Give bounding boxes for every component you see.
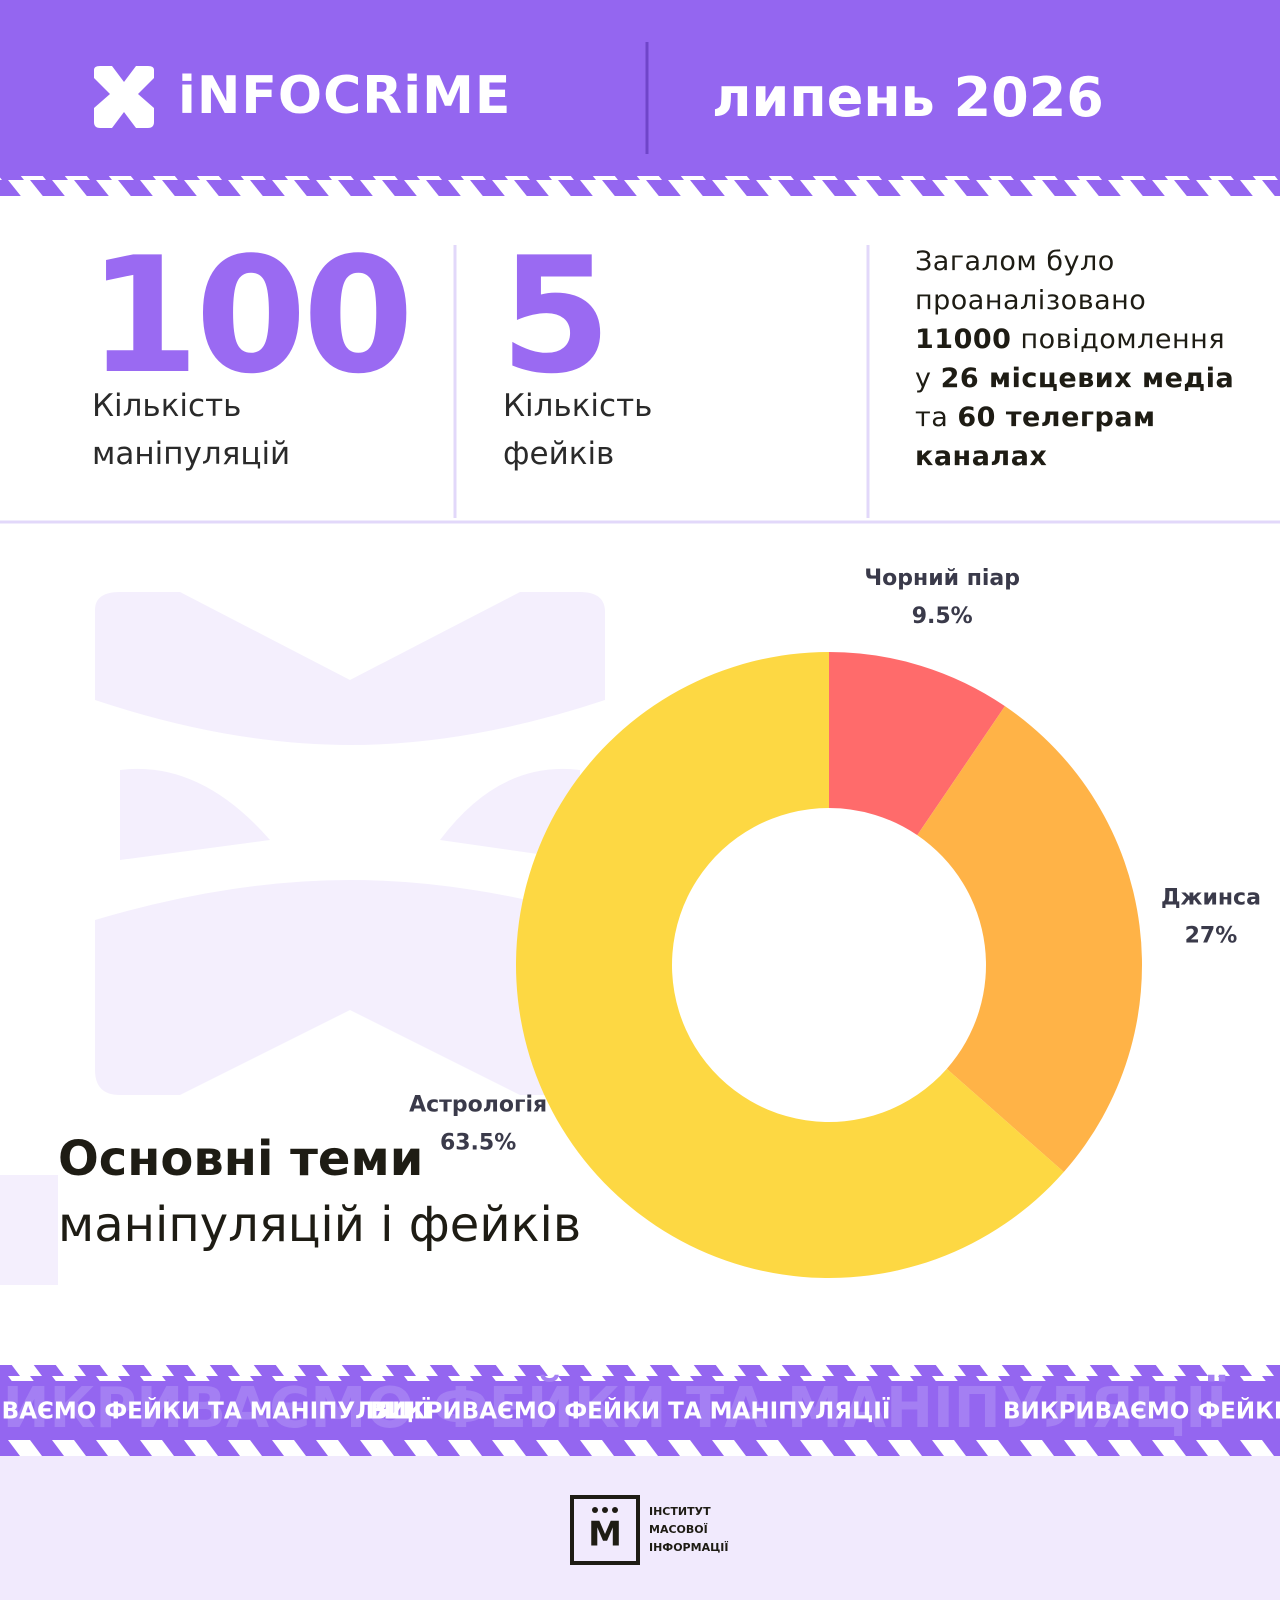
summary: Загалом було проаналізовано 11000 повідо… [915,242,1245,476]
segment-value: 27% [1185,924,1238,949]
logo-icon [94,66,154,128]
segment-value: 9.5% [912,604,973,629]
segment-value: 63.5% [440,1130,516,1155]
summary-number: 60 телеграм каналах [915,402,1156,472]
ticker-stripes [0,1365,1280,1381]
footer-logo-dot [602,1507,608,1513]
summary-number: 26 місцевих медіа [940,363,1235,394]
ticker-text: ВИКРИВАЄМО ФЕЙКИ ТА МАНІПУЛЯЦІЇ [1003,1397,1280,1425]
ticker-band [0,1380,1280,1442]
footer-org: ІНСТИТУТ [649,1505,711,1518]
footer-logo-dot [612,1507,618,1513]
stat-label: Кількість фейків [503,388,653,472]
donut-segment [917,706,1142,1172]
stat-value: 100 [88,222,414,409]
ticker-stripes [0,1440,1280,1456]
segment-label: Чорний піар [864,566,1020,591]
segment-label: Астрологія [409,1092,547,1117]
header-band [0,0,1280,178]
ticker-shadow: ВИКРИВАЄМО ФЕЙКИ ТА МАНІПУЛЯЦІЇ [0,1375,1227,1441]
ticker-text: ВИКРИВАЄМО ФЕЙКИ ТА МАНІПУЛЯЦІЇ [370,1397,890,1425]
summary-text: та [915,402,958,433]
footer-logo-dot [592,1507,598,1513]
stat-label: Кількість маніпуляцій [92,388,291,472]
summary-number: 11000 [915,324,1012,355]
footer-org: МАСОВОЇ [649,1522,708,1536]
segment-label: Джинса [1161,886,1261,911]
stat-value: 5 [500,222,611,409]
header-stripes [0,176,1280,196]
chart-title: Основні теми маніпуляцій і фейків [58,1126,628,1258]
footer-org: ІНФОРМАЦІЇ [649,1540,728,1554]
chart-title-bold: Основні теми [58,1131,424,1187]
donut-segment [829,652,1005,836]
header-date: липень 2026 [712,66,1104,129]
logo-text: iNFOCRiME [178,66,512,126]
donut-chart: Чорний піар 9.5% Джинса 27% Астрологія 63.5% [409,566,1261,1278]
donut-segment [515,652,1064,1278]
summary-text: повідомлення у [915,324,1226,394]
footer-logo-mark: М [588,1515,622,1555]
ticker-text: ВИКРИВАЄМО ФЕЙКИ ТА МАНІПУЛЯЦІЇ [0,1397,430,1425]
footer-logo-box [570,1495,640,1565]
chart-title-regular: маніпуляцій і фейків [58,1197,582,1253]
summary-text: Загалом було проаналізовано [915,246,1147,316]
